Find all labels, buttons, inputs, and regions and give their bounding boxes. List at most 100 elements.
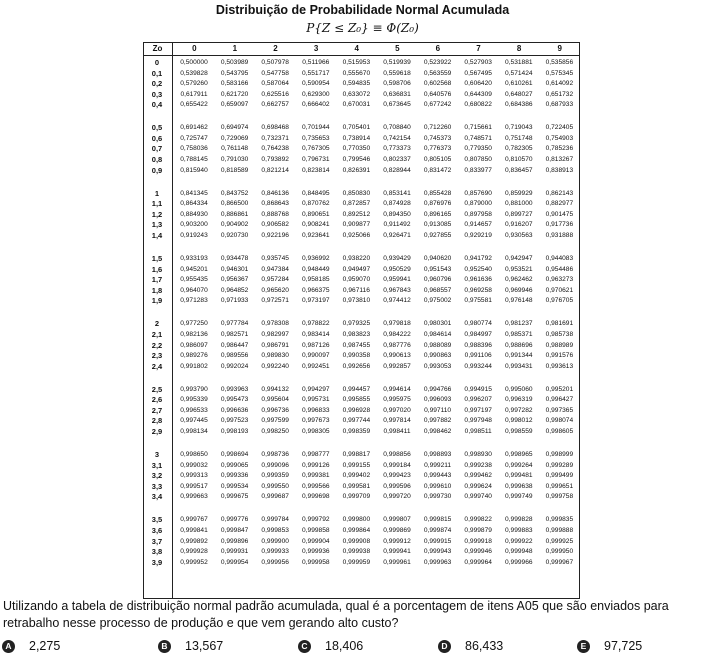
probability-cell: 0,988089: [423, 341, 452, 349]
probability-cell: 0,999958: [302, 558, 330, 566]
probability-cell: 0,999624: [464, 482, 492, 490]
probability-cell: 0,955435: [180, 276, 208, 284]
probability-cell: 0,575345: [545, 69, 574, 77]
table-row: 1 0,841345 0,843752 0,846136 0,848495 0,85083…: [144, 189, 579, 198]
probability-cell: 0,999869: [383, 527, 411, 535]
probability-cell: 0,999822: [464, 516, 492, 524]
z-value: 3,2: [151, 471, 163, 481]
probability-cell: 0,994132: [261, 385, 289, 393]
probability-cell: 0,967843: [383, 286, 411, 294]
probability-cell: 0,848495: [302, 189, 330, 197]
probability-cell: 0,995339: [180, 396, 208, 404]
probability-cell: 0,956367: [220, 276, 249, 284]
probability-cell: 0,767305: [302, 145, 330, 153]
probability-cell: 0,979818: [383, 320, 411, 328]
probability-cell: 0,919243: [180, 231, 208, 239]
header-col-3: 3: [313, 44, 319, 53]
probability-cell: 0,999211: [424, 461, 452, 469]
probability-cell: 0,967116: [342, 286, 370, 294]
probability-cell: 0,725747: [180, 134, 208, 142]
probability-cell: 0,997882: [423, 417, 452, 425]
z-value: 3,5: [151, 515, 163, 525]
option-e[interactable]: E 97,725: [577, 638, 642, 654]
z-value: 2,8: [151, 416, 163, 426]
probability-cell: 0,773373: [383, 145, 411, 153]
probability-cell: 0,876976: [423, 200, 452, 208]
probability-cell: 0,996093: [423, 396, 452, 404]
probability-cell: 0,507978: [261, 59, 289, 66]
probability-cell: 0,999289: [545, 461, 574, 469]
probability-cell: 0,978822: [302, 320, 330, 328]
probability-cell: 0,994297: [302, 385, 330, 393]
table-title: Distribuição de Probabilidade Normal Acu…: [215, 3, 510, 17]
probability-cell: 0,761148: [221, 145, 249, 153]
probability-cell: 0,997744: [342, 417, 371, 425]
probability-cell: 0,999758: [545, 493, 574, 501]
probability-cell: 0,868643: [261, 200, 289, 208]
probability-cell: 0,908241: [302, 221, 330, 229]
option-letter-badge: A: [2, 639, 15, 653]
probability-cell: 0,698468: [261, 124, 289, 132]
probability-cell: 0,636831: [383, 90, 411, 98]
table-row: 0,9 0,815940 0,818589 0,821214 0,823814 0,826…: [144, 166, 579, 175]
option-a[interactable]: A 2,275: [2, 638, 60, 654]
probability-cell: 0,999959: [342, 558, 371, 566]
table-row: 0,5 0,691462 0,694974 0,698468 0,701944 0,705…: [144, 123, 579, 132]
probability-cell: 0,855428: [423, 189, 452, 197]
option-letter-badge: E: [577, 639, 590, 653]
probability-cell: 0,999800: [342, 516, 371, 524]
probability-cell: 0,993053: [423, 362, 452, 370]
probability-cell: 0,999381: [302, 472, 330, 480]
probability-cell: 0,981691: [545, 320, 574, 328]
probability-cell: 0,999596: [383, 482, 411, 490]
table-row: 0,3 0,617911 0,621720 0,625516 0,629300 0,633…: [144, 90, 579, 99]
probability-cell: 0,999698: [302, 493, 330, 501]
probability-cell: 0,888768: [261, 210, 289, 218]
option-b[interactable]: B 13,567: [158, 638, 223, 654]
probability-cell: 0,993431: [505, 362, 533, 370]
probability-cell: 0,969258: [464, 286, 492, 294]
probability-cell: 0,952540: [464, 265, 492, 273]
probability-cell: 0,984997: [464, 330, 492, 338]
probability-cell: 0,941792: [464, 255, 492, 263]
probability-cell: 0,818589: [220, 166, 249, 174]
table-row: 3,4 0,999663 0,999675 0,999687 0,999698 0,999…: [144, 492, 579, 501]
probability-cell: 0,988989: [545, 341, 574, 349]
probability-cell: 0,954486: [545, 265, 574, 273]
z-value: 2,7: [151, 405, 163, 415]
probability-cell: 0,998193: [220, 428, 249, 436]
probability-cell: 0,999517: [180, 482, 208, 490]
probability-cell: 0,670031: [342, 101, 371, 109]
probability-cell: 0,999784: [261, 516, 289, 524]
z-value: 2,9: [151, 427, 163, 437]
probability-cell: 0,633072: [342, 90, 371, 98]
probability-cell: 0,999720: [383, 493, 411, 501]
probability-cell: 0,640576: [423, 90, 452, 98]
probability-cell: 0,991576: [545, 352, 574, 360]
probability-cell: 0,999952: [180, 558, 208, 566]
probability-cell: 0,999462: [464, 472, 492, 480]
z-value: 0,1: [151, 68, 163, 78]
probability-cell: 0,985738: [545, 330, 574, 338]
probability-cell: 0,503989: [220, 59, 249, 66]
probability-cell: 0,999767: [180, 516, 208, 524]
probability-cell: 0,942947: [505, 255, 533, 263]
probability-cell: 0,966375: [302, 286, 330, 294]
z-value: 3,1: [151, 460, 163, 470]
probability-cell: 0,995201: [545, 385, 574, 393]
probability-cell: 0,999922: [505, 537, 533, 545]
probability-cell: 0,944083: [545, 255, 574, 263]
table-row: 1,5 0,933193 0,934478 0,935745 0,936992 0,938…: [144, 254, 579, 263]
probability-cell: 0,916207: [505, 221, 533, 229]
table-row: 0,6 0,725747 0,729069 0,732371 0,735653 0,738…: [144, 134, 579, 143]
probability-cell: 0,751748: [505, 134, 533, 142]
z-value: 0,6: [151, 133, 163, 143]
probability-cell: 0,833977: [464, 166, 492, 174]
probability-cell: 0,815940: [180, 166, 208, 174]
probability-cell: 0,971933: [220, 297, 249, 305]
option-d[interactable]: D 86,433: [438, 638, 503, 654]
probability-cell: 0,853141: [383, 189, 411, 197]
option-c[interactable]: C 18,406: [298, 638, 363, 654]
probability-cell: 0,673645: [383, 101, 411, 109]
probability-cell: 0,964070: [180, 286, 208, 294]
